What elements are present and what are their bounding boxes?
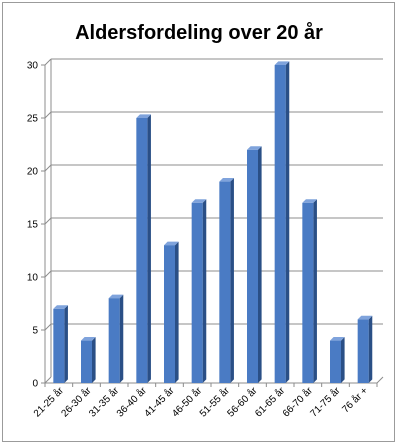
bar — [274, 61, 290, 384]
bar — [164, 241, 179, 383]
gridline-depth — [44, 270, 52, 278]
bar-front — [136, 118, 148, 383]
bar-side — [313, 199, 317, 383]
y-tick-label: 30 — [27, 61, 39, 72]
gridline-depth — [44, 58, 52, 66]
bar-side — [285, 61, 290, 384]
bar-top — [247, 146, 262, 150]
bar-front — [330, 340, 341, 383]
bar-side — [202, 199, 207, 383]
bar-side — [92, 337, 96, 383]
bar — [357, 315, 373, 383]
bar-front — [53, 308, 65, 383]
bar — [136, 114, 151, 384]
y-tick-labels: 0 5 10 15 20 25 30 — [27, 61, 39, 390]
bar-front — [108, 298, 120, 383]
bar-side — [175, 241, 179, 383]
bar-top — [274, 61, 290, 65]
bar — [81, 337, 96, 383]
bar-side — [64, 305, 68, 383]
axes — [41, 59, 384, 387]
bar — [53, 305, 68, 383]
gridline-depth — [44, 323, 52, 331]
bar-side — [230, 178, 234, 383]
gridline-depth — [44, 111, 52, 119]
y-tick-label: 5 — [32, 326, 38, 337]
bar-front — [219, 181, 231, 383]
bar-front — [302, 202, 314, 383]
bar-side — [147, 114, 151, 384]
bar-top — [53, 305, 68, 309]
bar — [330, 337, 345, 383]
y-tick-label: 25 — [27, 114, 39, 125]
bar-top — [357, 315, 373, 320]
bar-top — [81, 337, 96, 341]
bar — [108, 294, 124, 383]
bar-top — [302, 199, 317, 203]
bar-top — [164, 241, 179, 246]
bar-top — [330, 337, 345, 341]
bar-chart: Aldersfordeling over 20 år 051015202530 … — [27, 21, 384, 419]
bar — [191, 199, 207, 383]
gridline-depth — [44, 164, 52, 172]
gridlines — [44, 58, 383, 331]
bar-front — [164, 245, 175, 383]
bar-top — [108, 294, 124, 299]
bar-side — [119, 294, 124, 383]
gridline-depth — [44, 217, 52, 225]
bar-front — [81, 340, 92, 383]
bar — [302, 199, 317, 383]
bar — [247, 146, 262, 383]
y-tick-label: 20 — [27, 167, 39, 178]
floor-edge — [44, 376, 52, 384]
bar-side — [341, 337, 345, 383]
x-tick-label: 71-75 år — [308, 384, 343, 419]
chart-frame: Aldersfordeling over 20 år 0 5 10 15 20 25 30 … — [2, 2, 395, 442]
bar-front — [191, 202, 203, 383]
bar-top — [136, 114, 151, 118]
y-tick-label: 15 — [27, 220, 39, 231]
bar-side — [368, 315, 373, 383]
y-tick-label: 10 — [27, 273, 39, 284]
bar-top — [219, 178, 234, 182]
bar-front — [274, 65, 286, 383]
bars — [53, 61, 373, 384]
y-tick-label: 0 — [32, 379, 38, 390]
bar-top — [191, 199, 207, 203]
x-tick-label: 76 år + — [340, 385, 371, 416]
bar-front — [357, 319, 369, 383]
bar-side — [258, 146, 262, 383]
chart-title: Aldersfordeling over 20 år — [75, 21, 323, 44]
bar — [219, 178, 234, 383]
bar-front — [247, 149, 258, 383]
